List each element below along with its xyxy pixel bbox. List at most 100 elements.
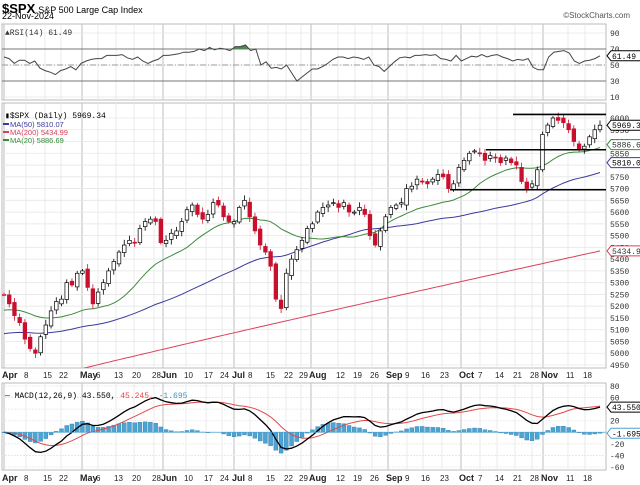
candle — [258, 225, 263, 250]
candle — [409, 182, 414, 193]
date-axis-tick: Aug — [309, 370, 327, 380]
candle — [54, 297, 59, 315]
candle — [373, 229, 378, 248]
candle — [472, 149, 477, 154]
candle — [503, 155, 509, 166]
date-axis-tick-bottom: Oct — [459, 473, 474, 483]
date-axis-tick: Apr — [2, 370, 18, 380]
candle — [174, 226, 179, 239]
date-axis-tick: 21 — [513, 371, 522, 380]
candle — [393, 203, 399, 211]
candle — [158, 217, 163, 245]
rsi-value-tag: 61.49 — [606, 50, 640, 62]
price-axis-tick: 5950 — [610, 127, 629, 136]
svg-text:61.49: 61.49 — [612, 53, 636, 62]
date-axis-tick-bottom: 26 — [370, 474, 379, 483]
date-axis-tick: 12 — [336, 371, 345, 380]
price-axis-tick: 5300 — [610, 280, 629, 289]
candle — [200, 207, 205, 224]
macd-axis-tick: 80 — [610, 383, 620, 392]
svg-text:5434.99: 5434.99 — [612, 248, 640, 257]
chart-header: $SPX S&P 500 Large Cap Index — [2, 0, 143, 18]
candle — [404, 184, 409, 211]
candle — [305, 225, 310, 245]
candle — [514, 156, 519, 170]
candle — [116, 249, 122, 267]
date-axis-tick-bottom: 7 — [478, 474, 483, 483]
candle — [22, 319, 28, 345]
candle — [122, 239, 127, 258]
date-axis-tick: 29 — [299, 371, 308, 380]
svg-text:5886.69: 5886.69 — [612, 142, 640, 151]
ma200-value-tag: 5434.99 — [606, 245, 640, 257]
price-axis-tick: 5350 — [610, 268, 629, 277]
candle — [535, 166, 540, 190]
date-axis-tick: 14 — [495, 371, 504, 380]
candle — [226, 213, 231, 224]
candle — [210, 198, 216, 219]
date-axis-tick: Sep — [386, 370, 403, 380]
brand-watermark: ©StockCharts.com — [563, 11, 630, 20]
candle — [90, 284, 96, 310]
date-axis-tick-bottom: 19 — [353, 474, 362, 483]
candle — [137, 224, 143, 246]
date-axis-tick: 28 — [530, 371, 539, 380]
symbol-title: $SPX — [2, 1, 36, 16]
candle — [184, 206, 190, 224]
price-axis-tick: 5150 — [610, 315, 629, 324]
date-axis-tick: Jun — [161, 370, 177, 380]
candle — [378, 227, 383, 251]
candle — [540, 131, 545, 172]
date-axis-tick: 9 — [405, 371, 410, 380]
candle — [529, 180, 535, 190]
candle — [545, 122, 550, 137]
candle — [169, 228, 174, 245]
price-axis-tick: 5050 — [610, 338, 629, 347]
macd-axis-tick: -60 — [610, 464, 625, 473]
candle — [64, 279, 69, 304]
price-axis-tick: 5400 — [610, 256, 629, 265]
candle — [17, 313, 22, 326]
candle — [148, 216, 153, 226]
candle — [399, 197, 404, 208]
candle — [75, 270, 80, 291]
price-label: ▮$SPX (Daily) 5969.34 — [5, 112, 106, 121]
date-axis-tick: Oct — [459, 370, 474, 380]
candle — [143, 218, 148, 231]
candle — [362, 204, 367, 218]
rsi-axis-tick: 90 — [610, 30, 620, 39]
ma50-value-tag: 5810.07 — [606, 157, 640, 169]
date-axis-tick-bottom: Jun — [161, 473, 177, 483]
candle — [205, 209, 211, 224]
date-axis-tick-bottom: 8 — [248, 474, 253, 483]
rsi-label: ▲RSI(14) 61.49 — [5, 29, 72, 38]
candle — [153, 216, 158, 226]
svg-text:43.550: 43.550 — [612, 404, 640, 413]
candle — [111, 258, 116, 275]
date-axis-tick-bottom: May — [80, 473, 98, 483]
macd-axis-tick: -20 — [610, 441, 625, 450]
candle — [43, 319, 48, 339]
date-axis-tick-bottom: 6 — [96, 474, 101, 483]
candle — [59, 295, 64, 307]
candle — [273, 261, 279, 302]
candle — [242, 195, 247, 210]
chart-date: 22-Nov-2024 — [2, 11, 55, 21]
date-axis-tick-bottom: 10 — [184, 474, 193, 483]
date-axis-tick-bottom: 15 — [43, 474, 52, 483]
date-axis-tick: 6 — [96, 371, 101, 380]
svg-text:5810.07: 5810.07 — [612, 160, 640, 169]
date-axis-tick: 18 — [583, 371, 592, 380]
macd-line — [3, 396, 601, 454]
macd-hist-tag: -1.695 — [606, 427, 640, 439]
price-axis-tick: 5500 — [610, 233, 629, 242]
candle — [132, 237, 137, 247]
close-value-tag: 5969.34 — [606, 119, 640, 131]
candle — [467, 150, 472, 165]
candle — [33, 347, 38, 358]
date-axis-tick: 7 — [478, 371, 483, 380]
rsi-panel — [1, 23, 607, 101]
date-axis-tick: 26 — [370, 371, 379, 380]
candle — [310, 221, 315, 233]
date-axis-tick-bottom: 28 — [530, 474, 539, 483]
